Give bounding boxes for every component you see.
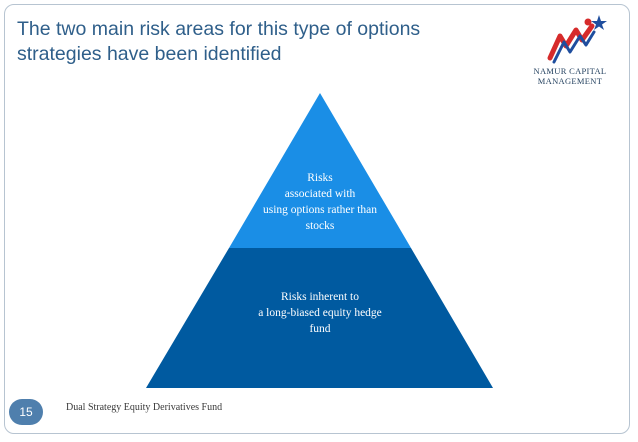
company-logo: NAMUR CAPITAL MANAGEMENT — [520, 12, 620, 92]
logo-text: NAMUR CAPITAL MANAGEMENT — [533, 66, 607, 86]
runner-star-icon — [547, 15, 607, 64]
slide-frame — [4, 4, 630, 434]
footer-text: Dual Strategy Equity Derivatives Fund — [66, 402, 223, 413]
pyramid-tier-bottom — [146, 248, 493, 388]
pyramid-tier-top-label: Risks associated with using options rath… — [262, 172, 378, 232]
page-number-badge: 15 — [9, 399, 43, 425]
pyramid-tier-bottom-label: Risks inherent to a long-biased equity h… — [258, 291, 382, 335]
slide-title: The two main risk areas for this type of… — [17, 18, 421, 65]
pyramid-tier-top — [229, 93, 411, 248]
